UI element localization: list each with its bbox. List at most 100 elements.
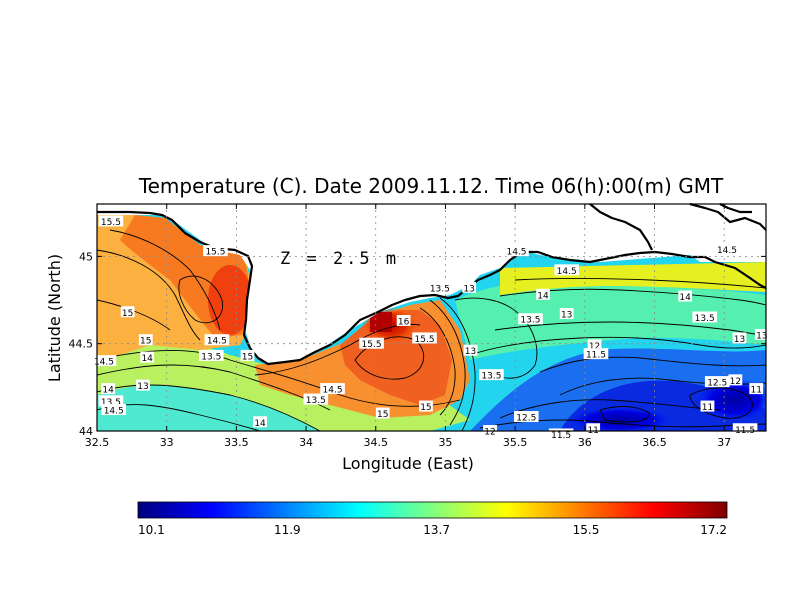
colorbar-tick-label: 10.1 xyxy=(138,523,165,537)
contour-label-bg xyxy=(427,281,453,293)
x-tick-label: 37 xyxy=(717,436,731,449)
contour-label-text: 14 xyxy=(679,293,691,303)
contour-line xyxy=(97,364,331,411)
contour-label: 15 xyxy=(120,306,135,319)
x-tick-label: 33 xyxy=(160,436,174,449)
contour-label: 13 xyxy=(559,308,574,321)
contour-label-text: 12 xyxy=(730,377,741,387)
contour-label: 13.5 xyxy=(198,349,224,362)
contour-label-bg xyxy=(587,339,602,351)
contour-label: 15 xyxy=(138,334,153,347)
contour-label: 15.5 xyxy=(203,245,228,258)
contour-line xyxy=(499,288,766,306)
contour-label-text: 14.5 xyxy=(323,386,343,396)
x-tick-label: 32.5 xyxy=(85,436,110,449)
contour-label-bg xyxy=(253,416,267,428)
contour-label: 13 xyxy=(732,332,747,345)
contour-label-bg xyxy=(98,215,124,227)
contour-label-text: 11.5 xyxy=(551,431,571,441)
contour-label-bg xyxy=(375,407,390,419)
contour-label-text: 15 xyxy=(122,309,133,319)
contour-label: 11 xyxy=(700,400,715,413)
contour-label: 13.5 xyxy=(692,311,717,324)
contour-label: 14 xyxy=(678,290,693,303)
contour-line xyxy=(97,299,171,331)
contour-label: 13.5 xyxy=(518,313,543,326)
contour-label-bg xyxy=(700,400,715,412)
contour-label-bg xyxy=(732,332,747,344)
colorbar-tick-label: 13.7 xyxy=(423,523,450,537)
contour-label: 13.5 xyxy=(427,281,453,294)
contour-label-bg xyxy=(513,411,539,423)
contour-label-text: 13.5 xyxy=(101,398,121,408)
contour-label-text: 14 xyxy=(254,419,266,429)
field-crimea-core xyxy=(208,265,252,335)
contour-label-bg xyxy=(504,245,529,257)
contour-line xyxy=(494,321,766,337)
contour-label-bg xyxy=(583,348,609,360)
contour-label: 14.5 xyxy=(554,264,579,277)
contour-label-bg xyxy=(101,404,127,416)
contour-label: 12 xyxy=(587,339,602,352)
contour-label: 14.5 xyxy=(320,383,345,396)
field-deep-spot-south xyxy=(565,406,675,431)
contour-label-bg xyxy=(559,308,574,320)
contour-label-text: 14.5 xyxy=(557,267,577,277)
contour-label-bg xyxy=(518,313,543,325)
contour-label-text: 13.5 xyxy=(306,396,326,406)
contour-label: 14.5 xyxy=(91,355,117,368)
contour-label: 14.5 xyxy=(714,243,740,256)
contour-label-text: 14 xyxy=(537,291,549,301)
contour-label: 15 xyxy=(375,407,390,420)
contour-line xyxy=(599,406,651,423)
x-tick-label: 35 xyxy=(438,436,452,449)
contour-label-text: 16 xyxy=(398,317,410,327)
contour-label-text: 13.5 xyxy=(201,352,221,362)
contour-label-text: 12 xyxy=(484,428,495,438)
contour-label-bg xyxy=(203,245,228,257)
contour-label-text: 14.5 xyxy=(207,337,227,347)
x-tick-label: 36.5 xyxy=(642,436,667,449)
contour-label-text: 13.5 xyxy=(520,316,540,326)
contour-label-bg xyxy=(714,243,740,255)
contour-label-bg xyxy=(140,351,155,363)
contour-label-text: 12.5 xyxy=(707,379,727,389)
contour-label: 15 xyxy=(419,400,433,413)
colorbar: 10.1 11.9 13.7 15.5 17.2 xyxy=(137,501,728,537)
contour-label-text: 15 xyxy=(242,352,253,362)
contour-label-bg xyxy=(554,264,579,276)
contour-label: 12.5 xyxy=(704,376,730,389)
contour-label: 14 xyxy=(140,351,155,364)
contour-label-text: 13 xyxy=(465,347,476,357)
contour-label: 11.5 xyxy=(732,423,758,436)
y-axis-label: Latitude (North) xyxy=(45,254,64,382)
contour-label-text: 14.5 xyxy=(104,407,124,417)
x-axis: 32.5 33 33.5 34 34.5 35 35.5 36 36.5 37 xyxy=(85,204,731,449)
contour-label: 13.5 xyxy=(479,369,504,382)
contour-label: 13 xyxy=(754,328,769,341)
contour-label-text: 15 xyxy=(140,337,151,347)
contour-label-text: 14.5 xyxy=(506,248,526,258)
contour-label-text: 14.5 xyxy=(94,358,114,368)
contour-label-text: 11 xyxy=(702,403,713,413)
contour-label-text: 13 xyxy=(137,382,148,392)
contour-line xyxy=(178,275,224,324)
contour-label-text: 13.5 xyxy=(695,314,715,324)
contour-label-bg xyxy=(704,376,730,388)
colorbar-ticks: 10.1 11.9 13.7 15.5 17.2 xyxy=(138,523,727,537)
x-tick-label: 34 xyxy=(299,436,313,449)
contour-label-bg xyxy=(479,369,504,381)
contour-label-bg xyxy=(138,334,153,346)
y-axis: 44 44.5 45 xyxy=(69,250,766,438)
contour-line xyxy=(539,356,766,373)
contour-line xyxy=(514,278,766,289)
contour-label-bg xyxy=(120,306,135,318)
contour-label-text: 13 xyxy=(756,331,767,341)
contour-label-bg xyxy=(101,383,116,395)
coastline-crimea xyxy=(97,210,767,366)
colorbar-ramp xyxy=(137,501,728,519)
contour-label-bg xyxy=(198,349,224,361)
contour-label-bg xyxy=(536,288,550,300)
contour-label-bg xyxy=(136,379,150,391)
contour-label: 13.5 xyxy=(98,395,124,408)
